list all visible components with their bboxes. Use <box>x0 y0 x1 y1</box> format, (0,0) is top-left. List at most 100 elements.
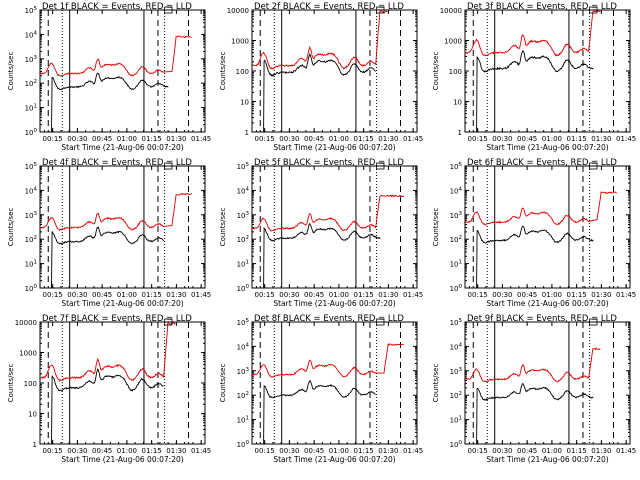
plot-frame <box>39 165 206 289</box>
series-line-events <box>261 380 376 444</box>
series-line-events <box>261 222 381 288</box>
overlap-box-marker <box>376 318 385 326</box>
plot-frame <box>251 9 418 133</box>
y-tick-label: 101 <box>25 260 37 269</box>
x-tick-label: 01:15 <box>567 291 587 299</box>
plot-frame <box>464 321 631 445</box>
y-axis-label: Counts/sec <box>219 52 227 91</box>
y-tick-label: 103 <box>237 211 250 220</box>
detector-panel-7: Det 7f BLACK = Events, RED = LLD 1 10 100 10… <box>7 314 211 464</box>
x-tick-label: 00:45 <box>304 135 324 143</box>
y-axis-label: Counts/sec <box>432 208 440 247</box>
x-tick-label: 00:30 <box>67 291 87 299</box>
y-axis-label: Counts/sec <box>432 52 440 91</box>
plot-area <box>252 10 401 132</box>
y-tick-label: 102 <box>237 235 249 244</box>
y-tick-label: 102 <box>450 391 462 400</box>
plot-area <box>40 322 189 444</box>
x-tick-label: 00:30 <box>492 291 512 299</box>
x-tick-label: 00:15 <box>43 135 63 143</box>
series-line-events <box>474 225 594 288</box>
y-tick-label: 104 <box>25 30 38 39</box>
detector-panel-3: Det 3f BLACK = Events, RED = LLD 1 10 100 10… <box>432 2 636 152</box>
series-line-events <box>49 226 165 288</box>
y-axis-label: Counts/sec <box>7 364 15 403</box>
detector-panel-1: Det 1f BLACK = Events, RED = LLD 100 101 10… <box>7 2 211 152</box>
x-tick-label: 01:45 <box>403 291 423 299</box>
overlap-box-marker <box>164 318 173 326</box>
y-tick-label: 1 <box>458 129 462 137</box>
y-tick-label: 100 <box>450 440 463 449</box>
y-tick-label: 104 <box>450 186 463 195</box>
x-tick-label: 00:15 <box>43 291 63 299</box>
x-tick-label: 01:00 <box>542 135 562 143</box>
detector-panel-9: Det 9f BLACK = Events, RED = LLD 100 101 10… <box>432 314 636 464</box>
plot-frame <box>464 165 631 289</box>
y-tick-label: 100 <box>450 284 463 293</box>
y-tick-label: 105 <box>237 318 250 327</box>
x-tick-label: 01:00 <box>329 135 349 143</box>
x-tick-label: 01:15 <box>142 447 162 455</box>
panel-title: Det 5f BLACK = Events, RED = LLD <box>254 158 404 168</box>
overlap-box-marker <box>376 162 385 170</box>
plot-frame <box>39 9 206 133</box>
plot-area <box>465 166 618 288</box>
y-axis-label: Counts/sec <box>7 52 15 91</box>
x-axis-label: Start Time (21-Aug-06 00:07:20) <box>273 299 395 308</box>
x-tick-label: 01:30 <box>378 447 398 455</box>
y-axis-label: Counts/sec <box>7 208 15 247</box>
x-tick-label: 01:45 <box>191 291 211 299</box>
x-tick-label: 01:45 <box>616 135 636 143</box>
y-tick-label: 100 <box>237 440 250 449</box>
y-tick-label: 100 <box>24 380 37 388</box>
x-axis-label: Start Time (21-Aug-06 00:07:20) <box>61 299 183 308</box>
x-tick-label: 01:45 <box>191 447 211 455</box>
x-tick-label: 00:45 <box>92 291 112 299</box>
detector-panel-4: Det 4f BLACK = Events, RED = LLD 100 101 10… <box>7 158 211 308</box>
y-tick-label: 1 <box>245 129 249 137</box>
y-tick-label: 1000 <box>19 350 37 358</box>
x-tick-label: 00:15 <box>468 291 488 299</box>
x-tick-label: 00:45 <box>304 291 324 299</box>
x-axis-label: Start Time (21-Aug-06 00:07:20) <box>486 455 608 464</box>
x-tick-label: 00:15 <box>255 291 275 299</box>
plot-area <box>40 166 192 288</box>
y-axis-label: Counts/sec <box>219 364 227 403</box>
overlap-box-marker <box>589 162 598 170</box>
panel-title: Det 6f BLACK = Events, RED = LLD <box>467 158 617 168</box>
y-tick-label: 104 <box>237 186 250 195</box>
y-tick-label: 103 <box>25 55 38 64</box>
x-tick-label: 00:45 <box>304 447 324 455</box>
detector-panel-2: Det 2f BLACK = Events, RED = LLD 1 10 100 10… <box>219 2 423 152</box>
y-tick-label: 1 <box>33 441 37 449</box>
series-line-lld <box>465 347 601 383</box>
x-tick-label: 00:15 <box>255 135 275 143</box>
panel-title: Det 1f BLACK = Events, RED = LLD <box>42 2 192 12</box>
x-tick-label: 01:00 <box>117 291 137 299</box>
y-tick-label: 103 <box>450 211 463 220</box>
x-tick-label: 00:15 <box>43 447 63 455</box>
y-tick-label: 105 <box>25 162 38 171</box>
y-tick-label: 10 <box>240 99 249 107</box>
x-tick-label: 01:15 <box>567 135 587 143</box>
x-tick-label: 01:15 <box>354 135 374 143</box>
y-tick-label: 105 <box>25 6 38 15</box>
plot-frame <box>39 321 206 445</box>
panel-title: Det 9f BLACK = Events, RED = LLD <box>467 314 617 324</box>
series-line-lld <box>40 192 192 232</box>
plot-area <box>252 166 405 288</box>
x-tick-label: 00:30 <box>279 135 299 143</box>
series-line-lld <box>252 10 388 70</box>
panel-title: Det 8f BLACK = Events, RED = LLD <box>254 314 404 324</box>
detector-panel-8: Det 8f BLACK = Events, RED = LLD 100 101 10… <box>219 314 423 464</box>
series-line-lld <box>40 35 192 77</box>
x-tick-label: 01:15 <box>142 291 162 299</box>
x-axis-label: Start Time (21-Aug-06 00:07:20) <box>486 143 608 152</box>
x-tick-label: 01:00 <box>329 447 349 455</box>
x-tick-label: 01:30 <box>591 447 611 455</box>
plot-area <box>465 322 614 444</box>
plot-frame <box>464 9 631 133</box>
y-tick-label: 103 <box>25 211 38 220</box>
x-tick-label: 00:30 <box>492 447 512 455</box>
y-tick-label: 101 <box>450 416 462 425</box>
